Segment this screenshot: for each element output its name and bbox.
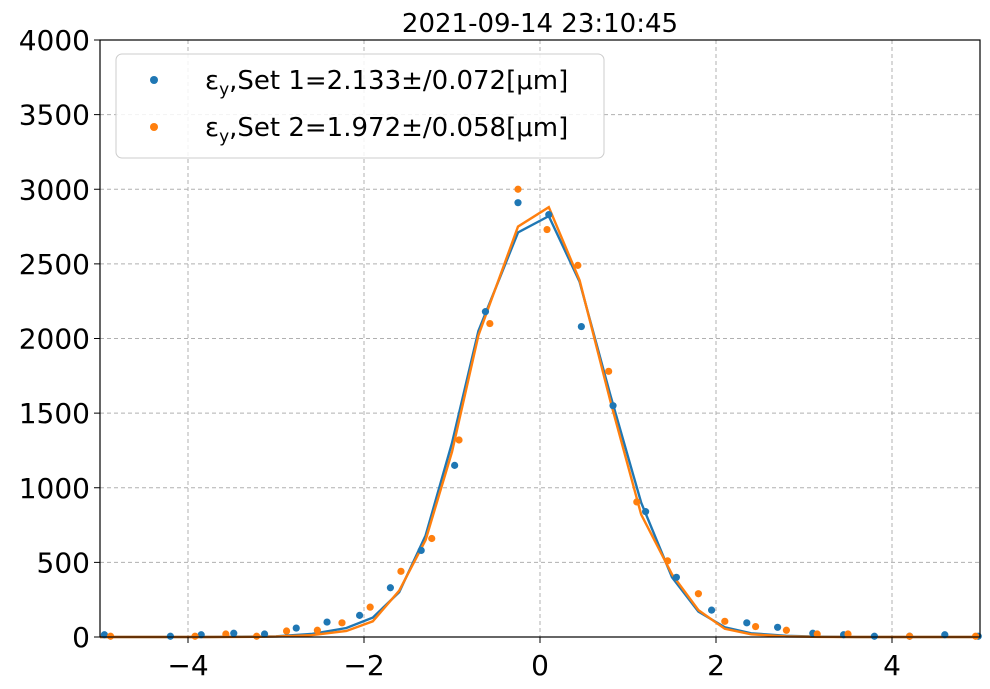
x-tick-label: 0 bbox=[531, 649, 549, 682]
data-point-series-2 bbox=[428, 534, 436, 543]
legend-box bbox=[115, 53, 605, 159]
legend-label-series-2: εy,Set 2=1.972±/0.058[μm] bbox=[205, 113, 568, 147]
data-point-series-2 bbox=[366, 603, 374, 611]
data-point-series-1 bbox=[545, 211, 553, 219]
data-point-series-2 bbox=[253, 632, 261, 640]
data-point-series-1 bbox=[708, 606, 716, 614]
data-point-series-1 bbox=[166, 632, 174, 640]
y-tick-label: 500 bbox=[37, 546, 90, 579]
data-point-series-1 bbox=[386, 584, 394, 592]
data-point-series-1 bbox=[672, 573, 681, 581]
data-point-series-1 bbox=[609, 402, 617, 410]
data-point-series-1 bbox=[323, 618, 331, 626]
data-point-series-2 bbox=[844, 630, 852, 638]
data-point-series-2 bbox=[106, 632, 115, 640]
data-points bbox=[100, 185, 982, 640]
data-point-series-1 bbox=[230, 629, 238, 637]
y-tick-label: 3500 bbox=[19, 99, 90, 132]
x-tick-label: 2 bbox=[707, 649, 725, 682]
data-point-series-2 bbox=[397, 567, 405, 575]
data-point-series-2 bbox=[191, 632, 199, 640]
x-tick-label: −2 bbox=[343, 649, 384, 682]
data-point-series-2 bbox=[514, 185, 522, 193]
data-point-series-1 bbox=[870, 632, 879, 640]
data-point-series-1 bbox=[642, 508, 650, 516]
data-point-series-2 bbox=[972, 632, 980, 640]
data-point-series-2 bbox=[455, 436, 463, 444]
data-point-series-1 bbox=[774, 623, 782, 631]
y-tick-label: 1500 bbox=[19, 397, 90, 430]
x-tick-label: 4 bbox=[883, 649, 901, 682]
data-point-series-2 bbox=[313, 626, 321, 634]
data-point-series-1 bbox=[260, 630, 269, 638]
data-point-series-2 bbox=[906, 632, 914, 640]
data-point-series-1 bbox=[451, 461, 459, 469]
data-point-series-2 bbox=[543, 225, 551, 234]
data-point-series-2 bbox=[282, 627, 291, 635]
y-axis: 0 500 1000 1500 2000 2500 3000 3500 4000 bbox=[19, 24, 100, 654]
legend: εy,Set 1=2.133±/0.072[μm] εy,Set 2=1.972±… bbox=[115, 53, 605, 159]
y-tick-label: 1000 bbox=[19, 472, 90, 505]
y-tick-label: 4000 bbox=[19, 24, 90, 57]
chart-title: 2021-09-14 23:10:45 bbox=[402, 9, 678, 39]
data-point-series-2 bbox=[574, 261, 582, 269]
data-point-series-1 bbox=[514, 199, 522, 207]
data-point-series-1 bbox=[743, 619, 751, 627]
y-tick-label: 2000 bbox=[19, 323, 90, 356]
data-point-series-2 bbox=[813, 630, 821, 638]
legend-marker-series-1 bbox=[150, 76, 158, 84]
y-tick-label: 3000 bbox=[19, 173, 90, 206]
data-point-series-2 bbox=[338, 619, 346, 627]
data-point-series-2 bbox=[633, 498, 641, 506]
legend-marker-series-2 bbox=[150, 123, 158, 131]
data-point-series-2 bbox=[605, 367, 613, 375]
x-axis: −4 −2 0 2 4 bbox=[167, 637, 901, 682]
data-point-series-1 bbox=[417, 546, 425, 555]
data-point-series-2 bbox=[486, 319, 494, 328]
data-point-series-1 bbox=[292, 624, 300, 632]
data-point-series-2 bbox=[222, 630, 230, 638]
x-tick-label: −4 bbox=[167, 649, 208, 682]
data-point-series-2 bbox=[752, 622, 760, 631]
data-point-series-1 bbox=[577, 322, 585, 331]
y-tick-label: 2500 bbox=[19, 248, 90, 281]
data-point-series-2 bbox=[782, 626, 791, 634]
y-tick-label: 0 bbox=[72, 621, 90, 654]
data-point-series-2 bbox=[721, 617, 729, 625]
legend-label-series-1: εy,Set 1=2.133±/0.072[μm] bbox=[205, 66, 568, 100]
data-point-series-2 bbox=[664, 557, 672, 565]
data-point-series-1 bbox=[356, 611, 364, 619]
data-point-series-1 bbox=[481, 308, 490, 316]
data-point-series-2 bbox=[694, 590, 703, 598]
